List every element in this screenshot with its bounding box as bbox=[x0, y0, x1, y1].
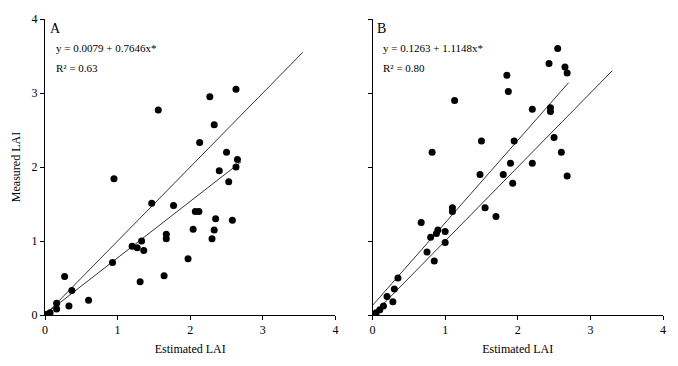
svg-text:0: 0 bbox=[32, 308, 38, 322]
svg-text:y = 0.1263 + 1.1148x*: y = 0.1263 + 1.1148x* bbox=[383, 42, 483, 54]
svg-text:y = 0.0079 + 0.7646x*: y = 0.0079 + 0.7646x* bbox=[56, 42, 156, 54]
svg-text:2: 2 bbox=[187, 323, 193, 337]
svg-text:4: 4 bbox=[32, 12, 38, 26]
svg-text:3: 3 bbox=[260, 323, 266, 337]
svg-text:Measured LAI: Measured LAI bbox=[9, 132, 23, 202]
svg-text:B: B bbox=[377, 21, 386, 36]
svg-text:1: 1 bbox=[115, 323, 121, 337]
svg-text:0: 0 bbox=[42, 323, 48, 337]
svg-text:A: A bbox=[50, 21, 61, 36]
svg-text:2: 2 bbox=[32, 160, 38, 174]
svg-text:4: 4 bbox=[332, 323, 338, 337]
svg-text:4: 4 bbox=[660, 323, 666, 337]
svg-text:1: 1 bbox=[32, 234, 38, 248]
svg-text:R² = 0.80: R² = 0.80 bbox=[383, 62, 425, 74]
svg-text:2: 2 bbox=[515, 323, 521, 337]
svg-text:3: 3 bbox=[32, 86, 38, 100]
svg-text:R² = 0.63: R² = 0.63 bbox=[56, 62, 98, 74]
svg-text:Estimated LAI: Estimated LAI bbox=[155, 342, 226, 356]
svg-text:3: 3 bbox=[587, 323, 593, 337]
svg-text:Estimated LAI: Estimated LAI bbox=[482, 342, 553, 356]
svg-text:1: 1 bbox=[442, 323, 448, 337]
svg-text:0: 0 bbox=[370, 323, 376, 337]
